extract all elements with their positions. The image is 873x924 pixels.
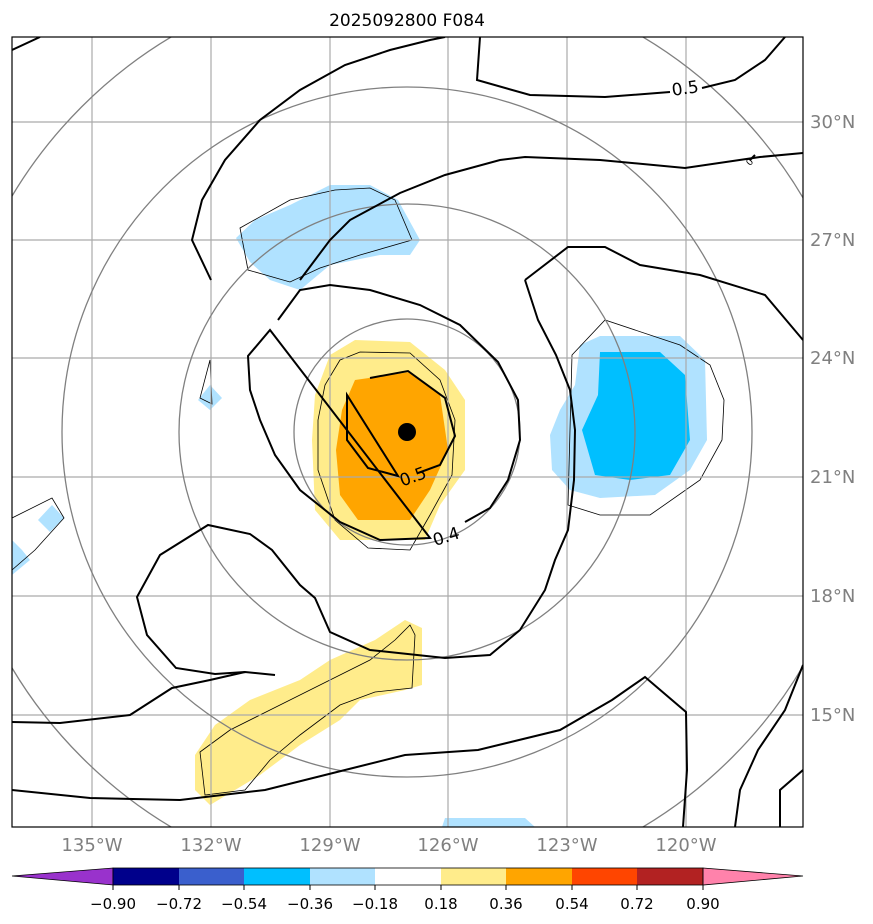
lon-label: 135°W (61, 835, 122, 856)
lat-label: 21°N (810, 467, 855, 488)
graticule (12, 37, 803, 827)
colorbar-tick-label: 0.54 (555, 895, 588, 913)
shaded-fields (12, 185, 707, 827)
contour-04 (246, 283, 522, 542)
contour-label-small: 0 (745, 157, 757, 168)
colorbar-segment (572, 868, 637, 885)
colorbar-segment (244, 868, 310, 885)
shade-negative-bottom (442, 818, 535, 827)
contour-east-trough (135, 279, 577, 676)
colorbar-tick-label: −0.72 (156, 895, 202, 913)
colorbar-segment (375, 868, 441, 885)
lon-label: 132°W (180, 835, 241, 856)
shade-positive-light-south (195, 620, 422, 805)
lat-label: 18°N (810, 586, 855, 607)
thin-contour-south (199, 624, 416, 796)
lon-label: 120°W (655, 835, 716, 856)
contour-top-left (12, 37, 41, 51)
contour-top-right-05 (475, 37, 786, 99)
contour-se-1 (734, 664, 803, 827)
contour-label-top-right: 0.5 (671, 77, 701, 101)
lat-label: 24°N (810, 348, 855, 369)
range-ring-3 (61, 86, 753, 778)
colorbar-tick-label: 0.72 (620, 895, 653, 913)
lon-label: 126°W (417, 835, 478, 856)
shade-negative-small-west (198, 385, 222, 410)
contour-south-wide (12, 675, 689, 827)
contour-tiny-mark (749, 154, 756, 161)
colorbar-segment (113, 868, 179, 885)
latitude-axis: 30°N 27°N 24°N 21°N 18°N 15°N (810, 112, 855, 726)
colorbar: −0.90 −0.72 −0.54 −0.36 −0.18 0.18 0.36 … (11, 867, 804, 913)
colorbar-tick-label: −0.18 (352, 895, 398, 913)
shade-negative-light-north (236, 185, 420, 290)
shade-positive-medium-center (336, 372, 448, 520)
colorbar-tick-label: −0.54 (221, 895, 267, 913)
map-frame (11, 36, 804, 828)
shade-negative-medium-east (582, 352, 690, 480)
colorbar-frame (112, 867, 704, 886)
colorbar-tick-label: −0.36 (287, 895, 333, 913)
range-rings (12, 37, 803, 827)
shade-negative-left-edge (12, 505, 64, 575)
thin-contour-left-edge (12, 497, 65, 571)
lat-label: 15°N (810, 705, 855, 726)
contour-east-ring (524, 246, 803, 341)
lat-label: 30°N (810, 112, 855, 133)
colorbar-segment (441, 868, 506, 885)
contour-west-lower (12, 671, 246, 725)
contour-north-wave (190, 37, 446, 281)
lon-label: 123°W (536, 835, 597, 856)
colorbar-tick-label: 0.36 (489, 895, 522, 913)
colorbar-tick-label: −0.90 (90, 895, 136, 913)
colorbar-segment (637, 868, 703, 885)
colorbar-tick-label: 0.18 (424, 895, 457, 913)
contour-se-2 (779, 769, 803, 827)
colorbar-ticks (112, 885, 704, 890)
colorbar-segment (179, 868, 244, 885)
colorbar-extend-max (702, 867, 804, 886)
range-ring-2 (178, 203, 636, 661)
colorbar-tick-labels: −0.90 −0.72 −0.54 −0.36 −0.18 0.18 0.36 … (90, 895, 720, 913)
contour-north-trough (299, 152, 803, 281)
colorbar-segment (310, 868, 375, 885)
lat-label: 27°N (810, 230, 855, 251)
colorbar-segment (506, 868, 572, 885)
storm-center-marker (398, 423, 416, 441)
chart-title: 2025092800 F084 (329, 11, 485, 31)
map-panel: 0.5 0.5 0.4 0 (12, 37, 803, 827)
colorbar-tick-label: 0.90 (686, 895, 719, 913)
thin-contour-east (567, 319, 725, 516)
thick-contours (12, 37, 803, 827)
colorbar-extend-min (11, 867, 114, 886)
longitude-axis: 135°W 132°W 129°W 126°W 123°W 120°W (61, 835, 716, 856)
lon-label: 129°W (299, 835, 360, 856)
